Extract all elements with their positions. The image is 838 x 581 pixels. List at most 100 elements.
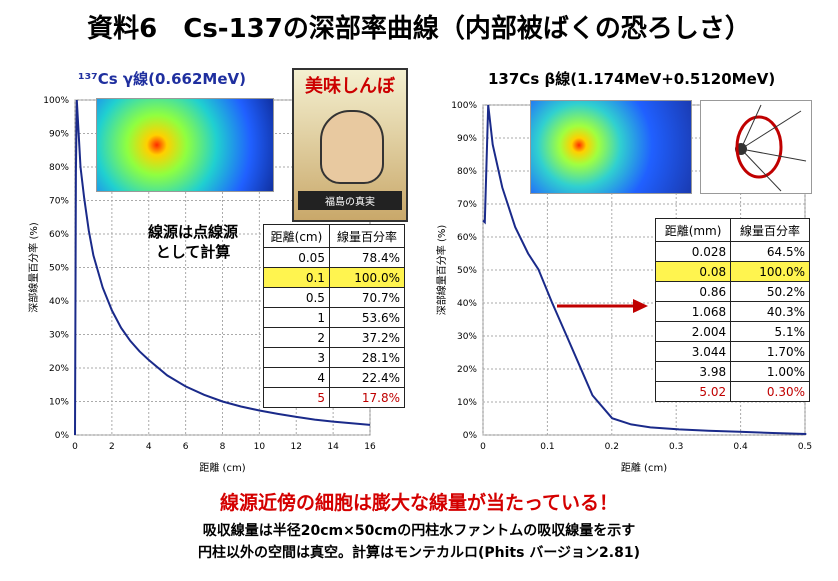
y-tick-label: 70%: [457, 200, 477, 210]
dose-cell: 64.5%: [730, 241, 810, 262]
distance-cell: 2.004: [654, 321, 732, 342]
y-tick-label: 10%: [49, 398, 69, 408]
distance-cell: 4: [263, 367, 330, 388]
y-tick-label: 80%: [49, 163, 69, 173]
red-arrow-icon: [557, 299, 648, 313]
table-row: 0.05 78.4%: [263, 247, 406, 268]
table-row: 2.004 5.1%: [654, 321, 810, 342]
x-tick-label: 4: [146, 442, 152, 452]
table-row: 1.068 40.3%: [654, 301, 810, 322]
dose-cell: 0.30%: [730, 381, 810, 402]
y-tick-label: 30%: [49, 331, 69, 341]
dose-cell: 100.0%: [328, 267, 406, 288]
distance-cell: 2: [263, 327, 330, 348]
left-dose-map-inset: [96, 98, 274, 192]
y-tick-label: 90%: [49, 130, 69, 140]
table-row: 3.044 1.70%: [654, 341, 810, 362]
distance-cell: 0.028: [654, 241, 732, 262]
series-line: [482, 104, 807, 435]
distance-cell: 0.08: [654, 261, 732, 282]
y-tick-label: 90%: [457, 134, 477, 144]
left-table-header-dose: 線量百分率: [328, 224, 406, 248]
distance-cell: 0.86: [654, 281, 732, 302]
dose-cell: 50.2%: [730, 281, 810, 302]
y-tick-label: 0%: [463, 431, 478, 441]
distance-cell: 0.1: [263, 267, 330, 288]
track-diagram-icon: [735, 104, 807, 192]
y-tick-label: 80%: [457, 167, 477, 177]
bottom-note-line-1: 吸収線量は半径20cm×50cmの円柱水ファントムの吸収線量を示す: [202, 523, 636, 539]
x-axis-label: 距離 (cm): [621, 461, 667, 474]
dose-cell: 37.2%: [328, 327, 406, 348]
table-row: 0.5 70.7%: [263, 287, 406, 308]
y-tick-label: 60%: [457, 233, 477, 243]
dose-cell: 1.70%: [730, 341, 810, 362]
x-tick-label: 14: [327, 442, 339, 452]
distance-cell: 0.5: [263, 287, 330, 308]
y-tick-label: 50%: [457, 266, 477, 276]
left-chart-subtitle: ¹³⁷Cs γ線(0.662MeV): [78, 70, 246, 88]
left-table-header-distance: 距離(cm): [263, 224, 330, 248]
x-tick-label: 6: [183, 442, 189, 452]
table-row: 3.98 1.00%: [654, 361, 810, 382]
x-tick-label: 0.3: [669, 442, 683, 452]
right-dose-table: 距離(mm) 線量百分率 0.028 64.5% 0.08 100.0% 0.86 50.…: [654, 218, 810, 402]
y-tick-label: 70%: [49, 197, 69, 207]
table-row: 0.1 100.0%: [263, 267, 406, 288]
comic-cover-image: 美味しんぼ 福島の真実: [292, 68, 408, 222]
distance-cell: 3.98: [654, 361, 732, 382]
x-tick-label: 0.2: [605, 442, 619, 452]
right-dose-map-inset: [530, 100, 692, 194]
distance-cell: 1: [263, 307, 330, 328]
dose-cell: 40.3%: [730, 301, 810, 322]
note-line-2: として計算: [155, 243, 231, 261]
y-tick-label: 0%: [55, 431, 70, 441]
distance-cell: 1.068: [654, 301, 732, 322]
x-tick-label: 0.5: [798, 442, 812, 452]
dose-cell: 1.00%: [730, 361, 810, 382]
x-tick-label: 0.4: [733, 442, 748, 452]
y-tick-label: 40%: [457, 299, 477, 309]
table-row: 5 17.8%: [263, 387, 406, 408]
y-tick-label: 100%: [43, 96, 69, 106]
y-tick-label: 30%: [457, 332, 477, 342]
y-tick-label: 50%: [49, 264, 69, 274]
distance-cell: 3: [263, 347, 330, 368]
left-dose-table: 距離(cm) 線量百分率 0.05 78.4% 0.1 100.0% 0.5 70.7% 1…: [263, 224, 406, 408]
right-table-header-distance: 距離(mm): [654, 218, 732, 242]
comic-subtitle: 福島の真実: [298, 191, 402, 210]
comic-face-illustration: [320, 110, 384, 184]
dose-cell: 17.8%: [328, 387, 406, 408]
bottom-note-line-2: 円柱以外の空間は真空。計算はモンテカルロ(Phits バージョン2.81): [198, 545, 640, 561]
page-title: 資料6 Cs-137の深部率曲線（内部被ばくの恐ろしさ）: [87, 14, 751, 44]
x-axis-label: 距離 (cm): [199, 461, 245, 474]
right-table-header-dose: 線量百分率: [730, 218, 810, 242]
dose-cell: 28.1%: [328, 347, 406, 368]
y-tick-label: 40%: [49, 297, 69, 307]
table-row: 0.86 50.2%: [654, 281, 810, 302]
dose-cell: 53.6%: [328, 307, 406, 328]
y-tick-label: 20%: [49, 364, 69, 374]
bottom-heading: 線源近傍の細胞は膨大な線量が当たっている！: [219, 492, 619, 514]
distance-cell: 5.02: [654, 381, 732, 402]
note-line-1: 線源は点線源: [147, 223, 238, 241]
right-track-inset: [700, 100, 812, 194]
x-tick-label: 0.1: [540, 442, 554, 452]
y-axis-label: 深部線量百分率 (%): [27, 222, 40, 313]
table-row: 2 37.2%: [263, 327, 406, 348]
y-tick-label: 60%: [49, 230, 69, 240]
dose-cell: 22.4%: [328, 367, 406, 388]
x-tick-label: 10: [254, 442, 266, 452]
series-line: [74, 99, 371, 436]
y-tick-label: 10%: [457, 398, 477, 408]
x-tick-label: 16: [364, 442, 376, 452]
table-row: 1 53.6%: [263, 307, 406, 328]
y-tick-label: 20%: [457, 365, 477, 375]
x-tick-label: 12: [291, 442, 302, 452]
dose-cell: 70.7%: [328, 287, 406, 308]
dose-cell: 5.1%: [730, 321, 810, 342]
right-chart-subtitle: 137Cs β線(1.174MeV+0.5120MeV): [488, 70, 776, 88]
comic-title: 美味しんぼ: [305, 76, 395, 97]
distance-cell: 3.044: [654, 341, 732, 362]
table-row: 0.028 64.5%: [654, 241, 810, 262]
